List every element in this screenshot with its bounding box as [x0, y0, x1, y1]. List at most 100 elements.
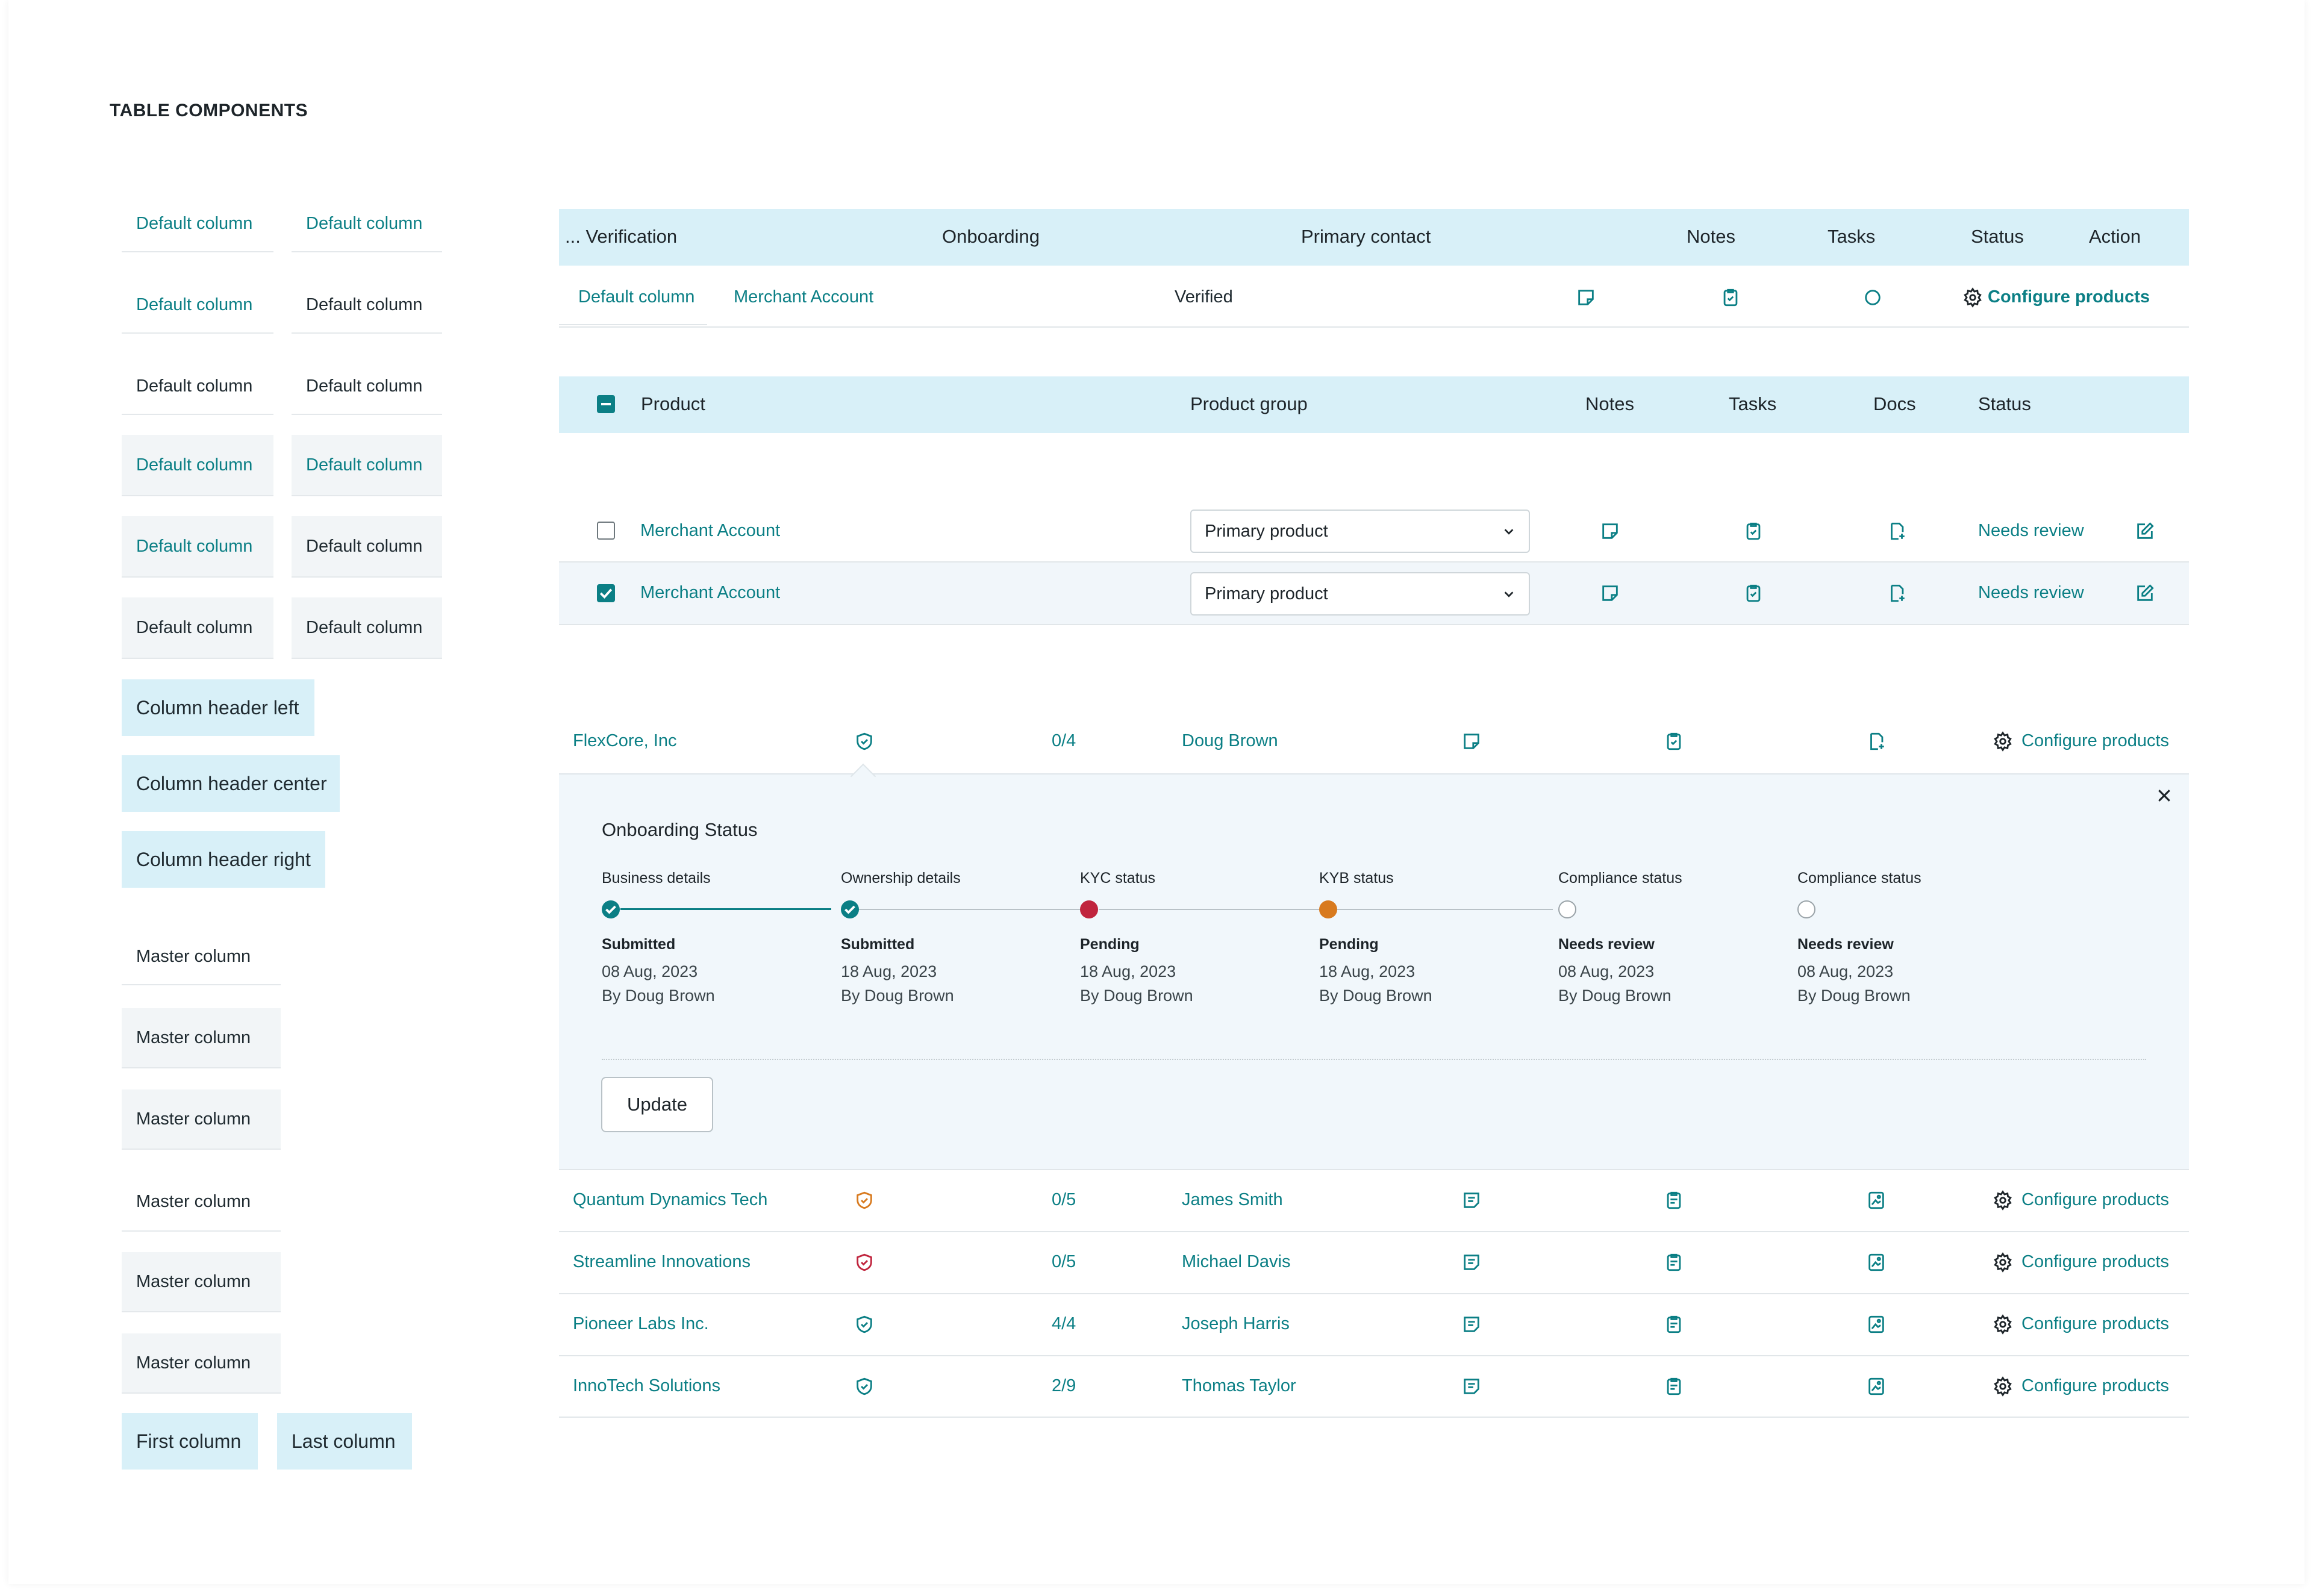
company-name[interactable]: Streamline Innovations [573, 1252, 751, 1271]
edit-icon[interactable] [2135, 583, 2155, 603]
header-docs[interactable]: Docs [1873, 393, 1916, 414]
company-name[interactable]: FlexCore, Inc [573, 731, 677, 750]
product-group-select[interactable]: Primary product [1190, 510, 1530, 553]
task-icon[interactable] [1743, 521, 1764, 541]
contact-name[interactable]: James Smith [1182, 1190, 1283, 1209]
company-name[interactable]: Quantum Dynamics Tech [573, 1190, 768, 1209]
default-cell[interactable]: Default column [122, 516, 273, 578]
note-list-icon[interactable] [1461, 1376, 1482, 1397]
header-tasks[interactable]: Tasks [1729, 393, 1777, 414]
status-circle-icon[interactable] [1862, 287, 1883, 308]
select-all-checkbox[interactable] [597, 395, 615, 413]
task-list-icon[interactable] [1664, 1376, 1684, 1397]
header-tasks[interactable]: Tasks [1828, 226, 1876, 247]
step-status: Pending [1319, 936, 1379, 953]
task-list-icon[interactable] [1664, 1314, 1684, 1335]
task-icon[interactable] [1664, 731, 1684, 752]
row-merchant-account[interactable]: Merchant Account [734, 287, 874, 307]
first-column-header[interactable]: First column [122, 1413, 258, 1470]
note-icon[interactable] [1461, 731, 1482, 752]
step-by: By Doug Brown [602, 987, 715, 1005]
gear-icon[interactable] [1993, 1252, 2013, 1273]
header-status[interactable]: Status [1971, 226, 2024, 247]
default-cell[interactable]: Default column [292, 196, 442, 252]
gear-icon[interactable] [1993, 731, 2013, 752]
gear-icon[interactable] [1962, 287, 1983, 308]
step-date: 08 Aug, 2023 [602, 962, 698, 980]
master-cell: Master column [122, 1089, 281, 1150]
step-empty-icon [1797, 900, 1815, 918]
step-pending-orange-icon [1319, 900, 1337, 918]
company-name[interactable]: Pioneer Labs Inc. [573, 1314, 709, 1333]
product-group-select[interactable]: Primary product [1190, 572, 1530, 616]
doc-image-icon[interactable] [1866, 1376, 1887, 1397]
status-link[interactable]: Needs review [1978, 521, 2084, 540]
doc-image-icon[interactable] [1866, 1314, 1887, 1335]
shield-check-icon [854, 731, 875, 752]
contact-name[interactable]: Thomas Taylor [1182, 1376, 1296, 1395]
note-list-icon[interactable] [1461, 1252, 1482, 1273]
note-icon[interactable] [1600, 521, 1620, 541]
column-header-center[interactable]: Column header center [122, 755, 340, 812]
note-list-icon[interactable] [1461, 1314, 1482, 1335]
note-icon[interactable] [1600, 583, 1620, 603]
configure-products-link[interactable]: Configure products [1988, 287, 2150, 307]
configure-products-link[interactable]: Configure products [2021, 1314, 2170, 1333]
gear-icon[interactable] [1993, 1314, 2013, 1335]
header-primary-contact[interactable]: Primary contact [1301, 226, 1431, 247]
header-action[interactable]: Action [2089, 226, 2141, 247]
configure-products-link[interactable]: Configure products [2021, 1376, 2170, 1395]
doc-add-icon[interactable] [1866, 731, 1887, 752]
doc-add-icon[interactable] [1887, 521, 1907, 541]
note-icon[interactable] [1576, 287, 1596, 308]
note-list-icon[interactable] [1461, 1190, 1482, 1211]
product-name[interactable]: Merchant Account [640, 521, 781, 540]
edit-icon[interactable] [2135, 521, 2155, 541]
header-verification[interactable]: ... Verification [565, 226, 678, 247]
default-cell[interactable]: Default column [122, 435, 273, 496]
step-label: Compliance status [1558, 870, 1682, 887]
doc-image-icon[interactable] [1866, 1190, 1887, 1211]
doc-image-icon[interactable] [1866, 1252, 1887, 1273]
header-onboarding[interactable]: Onboarding [942, 226, 1040, 247]
status-link[interactable]: Needs review [1978, 583, 2084, 602]
header-product[interactable]: Product [641, 393, 705, 414]
configure-products-link[interactable]: Configure products [2021, 1190, 2170, 1209]
gear-icon[interactable] [1993, 1376, 2013, 1397]
progress-count: 0/4 [1052, 731, 1076, 750]
doc-add-icon[interactable] [1887, 583, 1907, 603]
row-default-column[interactable]: Default column [578, 287, 695, 307]
gear-icon[interactable] [1993, 1190, 2013, 1211]
product-name[interactable]: Merchant Account [640, 583, 781, 602]
column-header-left[interactable]: Column header left [122, 679, 314, 736]
header-notes[interactable]: Notes [1687, 226, 1735, 247]
task-list-icon[interactable] [1664, 1190, 1684, 1211]
step-connector [859, 909, 1085, 910]
contact-name[interactable]: Joseph Harris [1182, 1314, 1290, 1333]
close-icon[interactable] [2155, 787, 2173, 805]
header-product-group[interactable]: Product group [1190, 393, 1308, 414]
configure-products-link[interactable]: Configure products [2021, 731, 2170, 750]
task-list-icon[interactable] [1664, 1252, 1684, 1273]
header-notes[interactable]: Notes [1585, 393, 1634, 414]
default-cell[interactable]: Default column [122, 196, 273, 252]
default-cell[interactable]: Default column [122, 277, 273, 334]
step-empty-icon [1558, 900, 1576, 918]
row-checkbox-checked[interactable] [597, 584, 615, 602]
company-name[interactable]: InnoTech Solutions [573, 1376, 721, 1395]
update-button[interactable]: Update [601, 1077, 713, 1132]
task-icon[interactable] [1720, 287, 1741, 308]
configure-products-link[interactable]: Configure products [2021, 1252, 2170, 1271]
contact-name[interactable]: Michael Davis [1182, 1252, 1291, 1271]
header-status[interactable]: Status [1978, 393, 2031, 414]
column-header-right[interactable]: Column header right [122, 831, 325, 888]
default-cell[interactable]: Default column [292, 435, 442, 496]
contact-name[interactable]: Doug Brown [1182, 731, 1278, 750]
step-status: Pending [1080, 936, 1140, 953]
step-label: Business details [602, 870, 711, 887]
task-icon[interactable] [1743, 583, 1764, 603]
master-cell: Master column [122, 1252, 281, 1312]
row-checkbox[interactable] [597, 522, 615, 540]
step-status: Needs review [1797, 936, 1894, 953]
last-column-header[interactable]: Last column [277, 1413, 412, 1470]
